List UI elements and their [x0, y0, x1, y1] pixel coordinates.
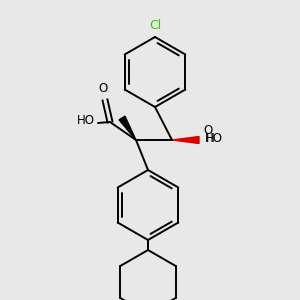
Text: O: O [98, 82, 108, 95]
Text: H: H [206, 133, 215, 146]
Text: HO: HO [77, 113, 95, 127]
Polygon shape [119, 116, 136, 140]
Text: O: O [203, 124, 212, 136]
Text: HO: HO [205, 133, 223, 146]
Polygon shape [172, 136, 199, 143]
Text: Cl: Cl [149, 19, 161, 32]
